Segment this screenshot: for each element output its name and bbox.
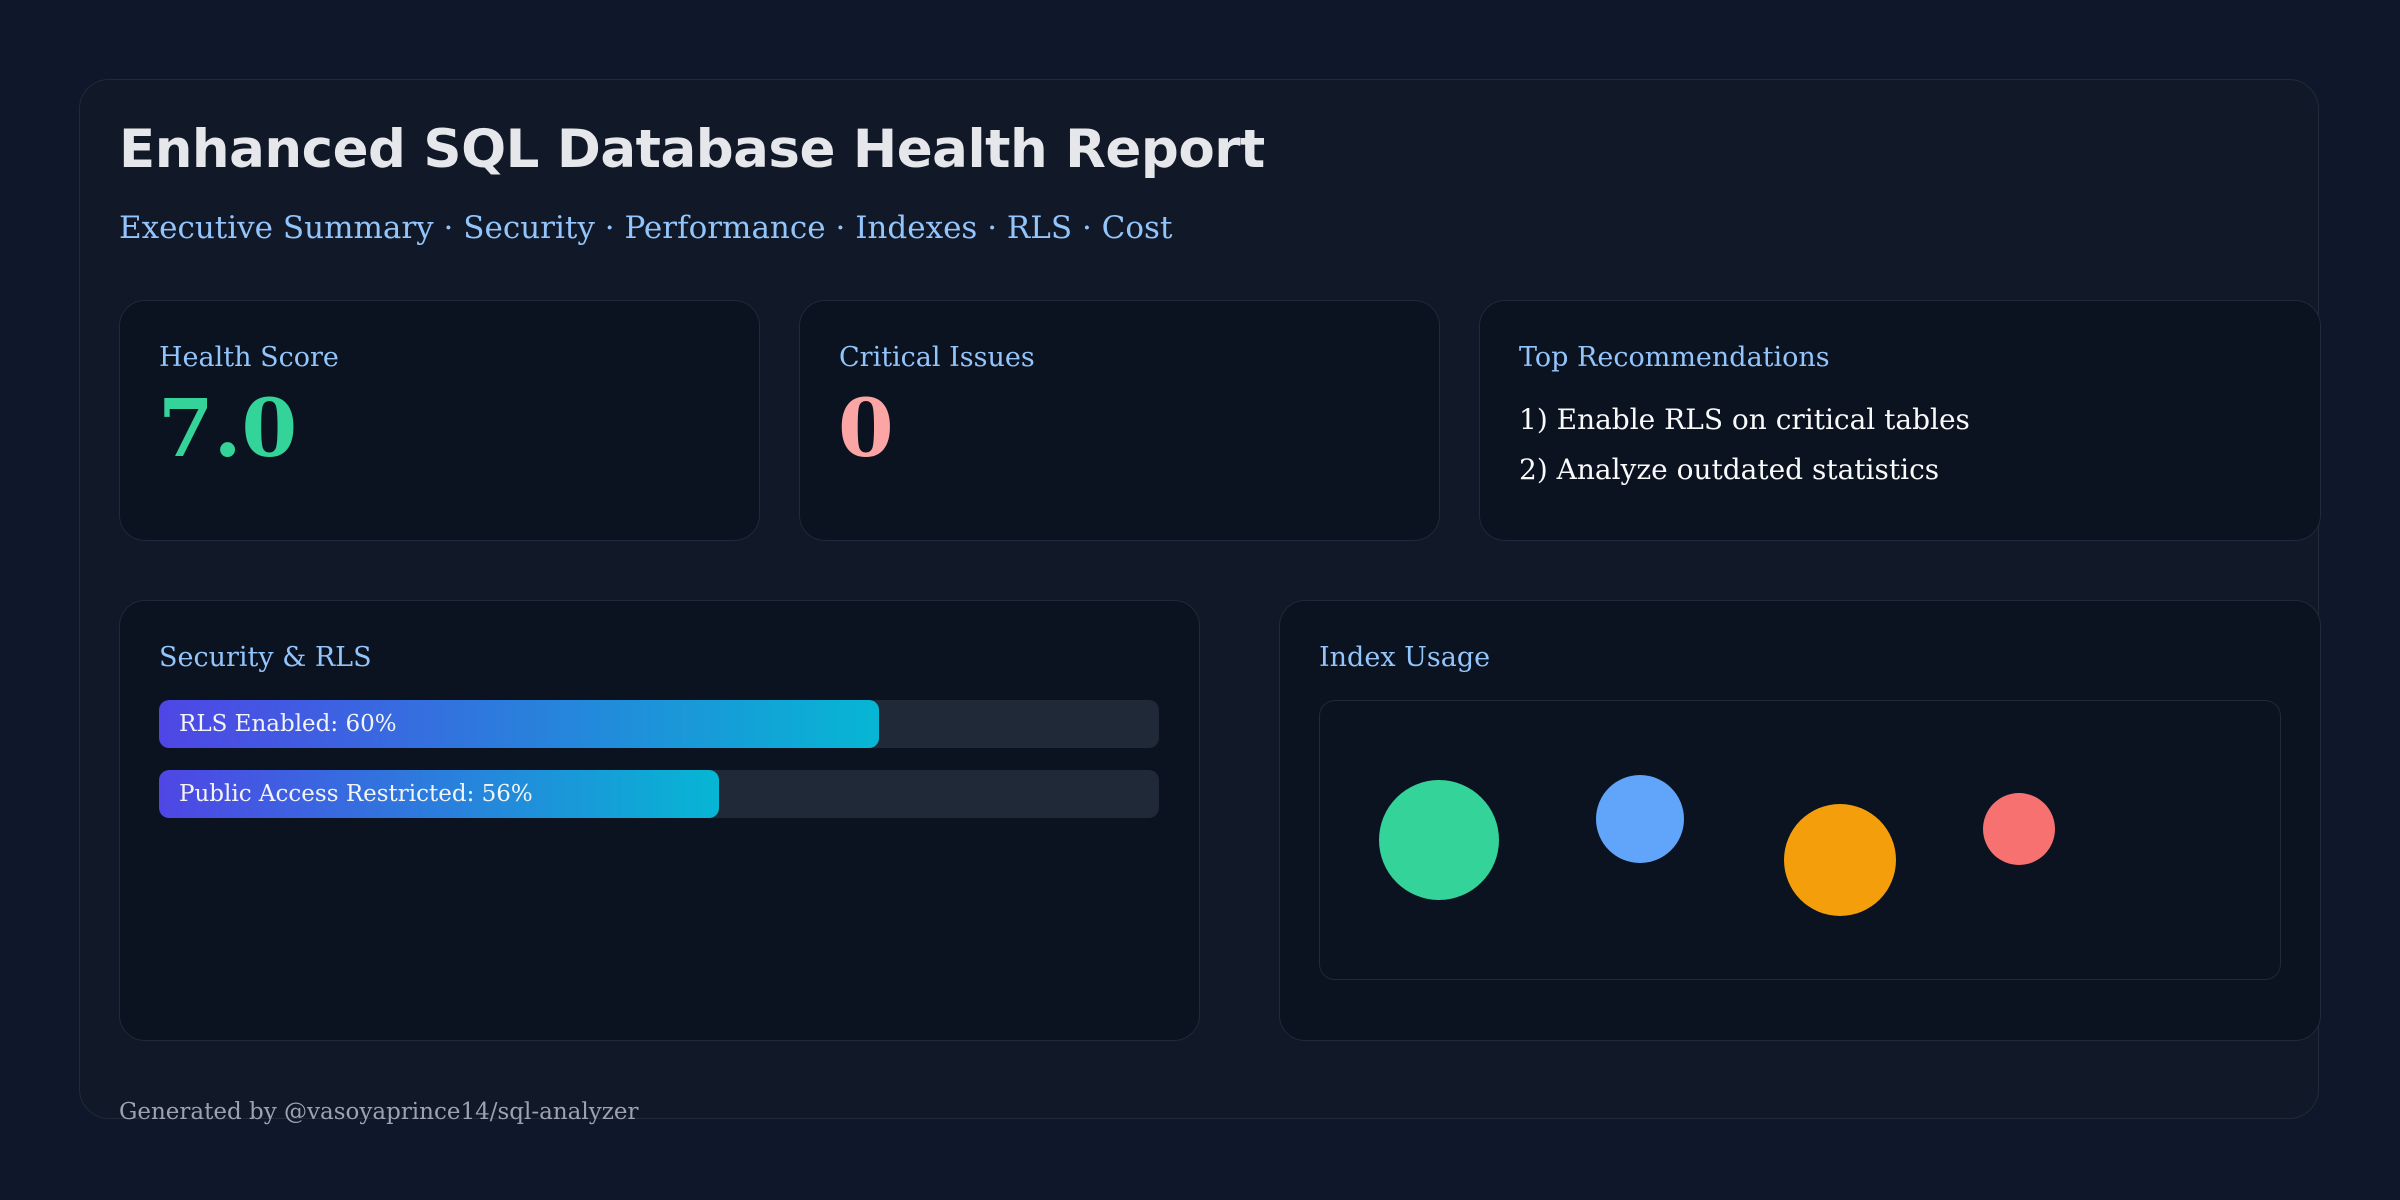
recommendation-item: 2) Analyze outdated statistics [1519, 453, 1940, 486]
nav-executive-summary[interactable]: Executive Summary [119, 210, 434, 246]
health-score-value: 7.0 [158, 381, 298, 475]
section-nav: Executive Summary · Security · Performan… [119, 208, 1172, 248]
nav-separator: · [1081, 210, 1092, 246]
nav-separator: · [987, 210, 998, 246]
health-score-card: Health Score 7.0 [119, 300, 760, 541]
recommendations-label: Top Recommendations [1519, 342, 1830, 373]
index-usage-label: Index Usage [1319, 642, 1491, 673]
critical-issues-label: Critical Issues [839, 342, 1035, 373]
footer-credit: Generated by @vasoyaprince14/sql-analyze… [119, 1099, 639, 1125]
index-usage-card: Index Usage [1279, 600, 2321, 1041]
critical-issues-value: 0 [838, 381, 894, 475]
index-bubble [1596, 775, 1684, 863]
index-bubble [1379, 780, 1499, 900]
health-score-label: Health Score [159, 342, 339, 373]
nav-security[interactable]: Security [463, 210, 595, 246]
nav-cost[interactable]: Cost [1101, 210, 1173, 246]
nav-performance[interactable]: Performance [624, 210, 826, 246]
public-access-bar-label: Public Access Restricted: 56% [179, 781, 533, 807]
rls-enabled-bar-label: RLS Enabled: 60% [179, 711, 397, 737]
nav-separator: · [604, 210, 615, 246]
index-usage-chart [1319, 700, 2281, 980]
nav-separator: · [835, 210, 846, 246]
page-title: Enhanced SQL Database Health Report [119, 119, 1265, 180]
nav-rls[interactable]: RLS [1006, 210, 1073, 246]
index-bubble [1983, 793, 2055, 865]
rls-enabled-bar: RLS Enabled: 60% [159, 700, 1159, 748]
recommendations-card: Top Recommendations 1) Enable RLS on cri… [1479, 300, 2321, 541]
index-bubble [1784, 804, 1896, 916]
public-access-bar-fill [159, 770, 719, 818]
critical-issues-card: Critical Issues 0 [799, 300, 1440, 541]
public-access-bar: Public Access Restricted: 56% [159, 770, 1159, 818]
security-rls-label: Security & RLS [159, 642, 372, 673]
nav-separator: · [443, 210, 454, 246]
rls-enabled-bar-fill [159, 700, 879, 748]
security-rls-card: Security & RLS RLS Enabled: 60% Public A… [119, 600, 1200, 1041]
recommendation-item: 1) Enable RLS on critical tables [1519, 403, 1970, 436]
nav-indexes[interactable]: Indexes [855, 210, 978, 246]
